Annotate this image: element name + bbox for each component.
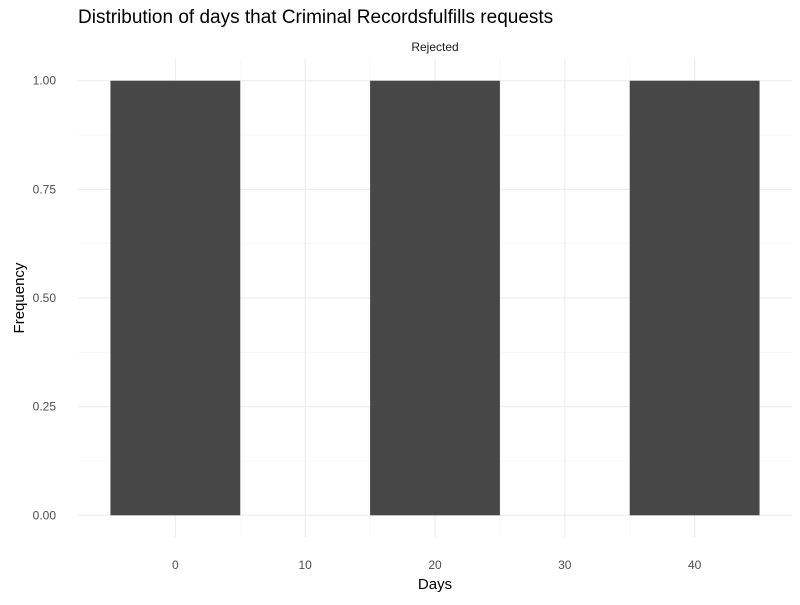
histogram-bar (110, 80, 241, 516)
x-tick-label: 40 (688, 558, 702, 572)
chart-title: Distribution of days that Criminal Recor… (78, 7, 553, 28)
x-tick-label: 30 (558, 558, 572, 572)
x-tick-label: 0 (172, 558, 179, 572)
histogram-bar (370, 80, 500, 516)
y-tick-label: 0.00 (33, 508, 57, 522)
y-tick-label: 0.25 (33, 400, 57, 414)
facet-label: Rejected (411, 40, 458, 54)
histogram-bar (629, 80, 760, 516)
y-axis-ticks: 0.00 0.25 0.50 0.75 1.00 (33, 74, 57, 523)
y-tick-label: 0.50 (33, 291, 57, 305)
y-tick-label: 1.00 (33, 74, 57, 88)
y-tick-label: 0.75 (33, 182, 57, 196)
y-axis-title: Frequency (11, 262, 28, 333)
x-tick-label: 10 (299, 558, 313, 572)
x-axis-title: Days (418, 576, 452, 593)
x-axis-ticks: 0 10 20 30 40 (172, 558, 702, 572)
bars (110, 80, 760, 516)
x-tick-label: 20 (428, 558, 442, 572)
